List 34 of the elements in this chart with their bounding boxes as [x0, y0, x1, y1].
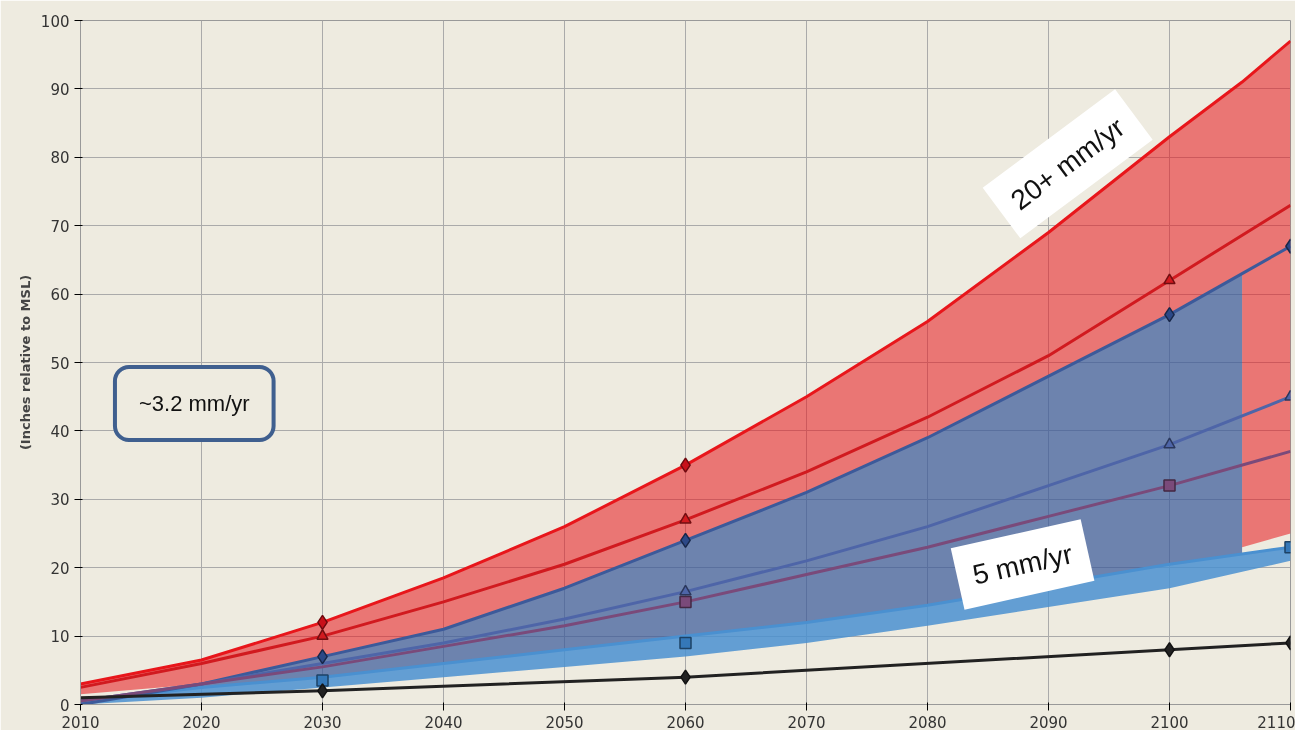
y-tick-label: 100 [40, 12, 70, 31]
x-tick-label: 2090 [1029, 713, 1068, 732]
annotation: 5 mm/yr [969, 538, 1076, 591]
y-tick-label: 20 [50, 559, 70, 578]
point [1163, 479, 1176, 492]
x-tick-label: 2100 [1150, 713, 1189, 732]
y-tick-label: 40 [50, 422, 70, 441]
x-tick-label: 2050 [545, 713, 584, 732]
x-tick-label: 2020 [182, 713, 221, 732]
x-tick-label: 2110 [1257, 713, 1296, 732]
point [679, 584, 692, 596]
x-tick-label: 2070 [787, 713, 826, 732]
y-tick-label: 80 [50, 149, 70, 168]
x-tick-label: 2060 [666, 713, 705, 732]
x-tick-label: 2040 [424, 713, 463, 732]
annotation: ~3.2 mm/yr [138, 391, 250, 417]
point [679, 636, 692, 650]
point [1163, 437, 1176, 449]
x-tick-label: 2080 [908, 713, 947, 732]
point [679, 512, 692, 524]
y-tick-label: 0 [59, 696, 70, 715]
point [1163, 273, 1176, 285]
y-tick-label: 60 [50, 286, 70, 305]
x-tick-label: 2010 [61, 713, 100, 732]
point [679, 595, 692, 609]
point [316, 629, 329, 641]
y-tick-label: 70 [50, 217, 70, 236]
x-tick-label: 2030 [303, 713, 342, 732]
y-tick-label: 30 [50, 491, 70, 510]
y-tick-label: 50 [50, 354, 70, 373]
y-tick-label: 10 [50, 628, 70, 647]
y-axis-title: (Inches relative to MSL) [17, 274, 33, 451]
point [316, 674, 329, 687]
y-tick-label: 90 [50, 80, 70, 99]
